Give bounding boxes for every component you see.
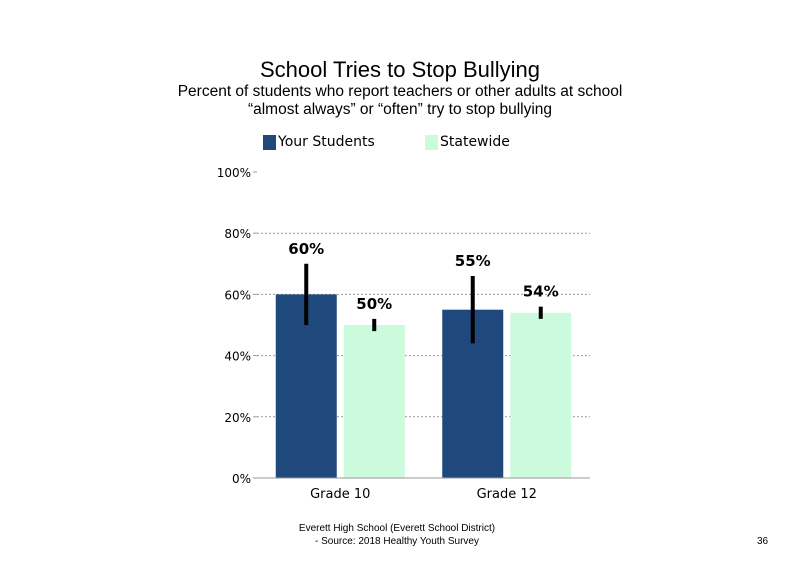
x-tick-label: Grade 12: [477, 487, 537, 502]
legend-label-statewide: Statewide: [440, 134, 510, 150]
legend-item-your-students: Your Students: [263, 133, 375, 151]
legend-swatch-your-students: [263, 134, 276, 150]
y-tick-label: 20%: [224, 411, 251, 425]
chart-subtitle-line1: Percent of students who report teachers …: [177, 83, 623, 100]
footer-source: - Source: 2018 Healthy Youth Survey: [315, 536, 479, 547]
legend-item-statewide: Statewide: [425, 133, 510, 151]
bar: [510, 312, 572, 478]
data-label: 60%: [288, 240, 324, 258]
page-number: 36: [757, 536, 769, 547]
y-tick-label: 80%: [224, 227, 251, 241]
chart-subtitle-line2: “almost always” or “often” try to stop b…: [247, 101, 553, 118]
data-label: 54%: [523, 283, 559, 301]
legend-label-your-students: Your Students: [278, 134, 375, 150]
y-tick-label: 100%: [217, 166, 251, 180]
y-tick-label: 0%: [232, 472, 251, 486]
data-label: 50%: [356, 295, 392, 313]
y-tick-label: 40%: [224, 350, 251, 364]
footer-school: Everett High School (Everett School Dist…: [298, 523, 496, 534]
y-tick-label: 60%: [224, 288, 251, 302]
x-tick-label: Grade 10: [310, 487, 370, 502]
data-label: 55%: [455, 252, 491, 270]
chart-title: School Tries to Stop Bullying: [259, 57, 541, 82]
legend-swatch-statewide: [425, 134, 438, 150]
bar: [343, 325, 405, 478]
